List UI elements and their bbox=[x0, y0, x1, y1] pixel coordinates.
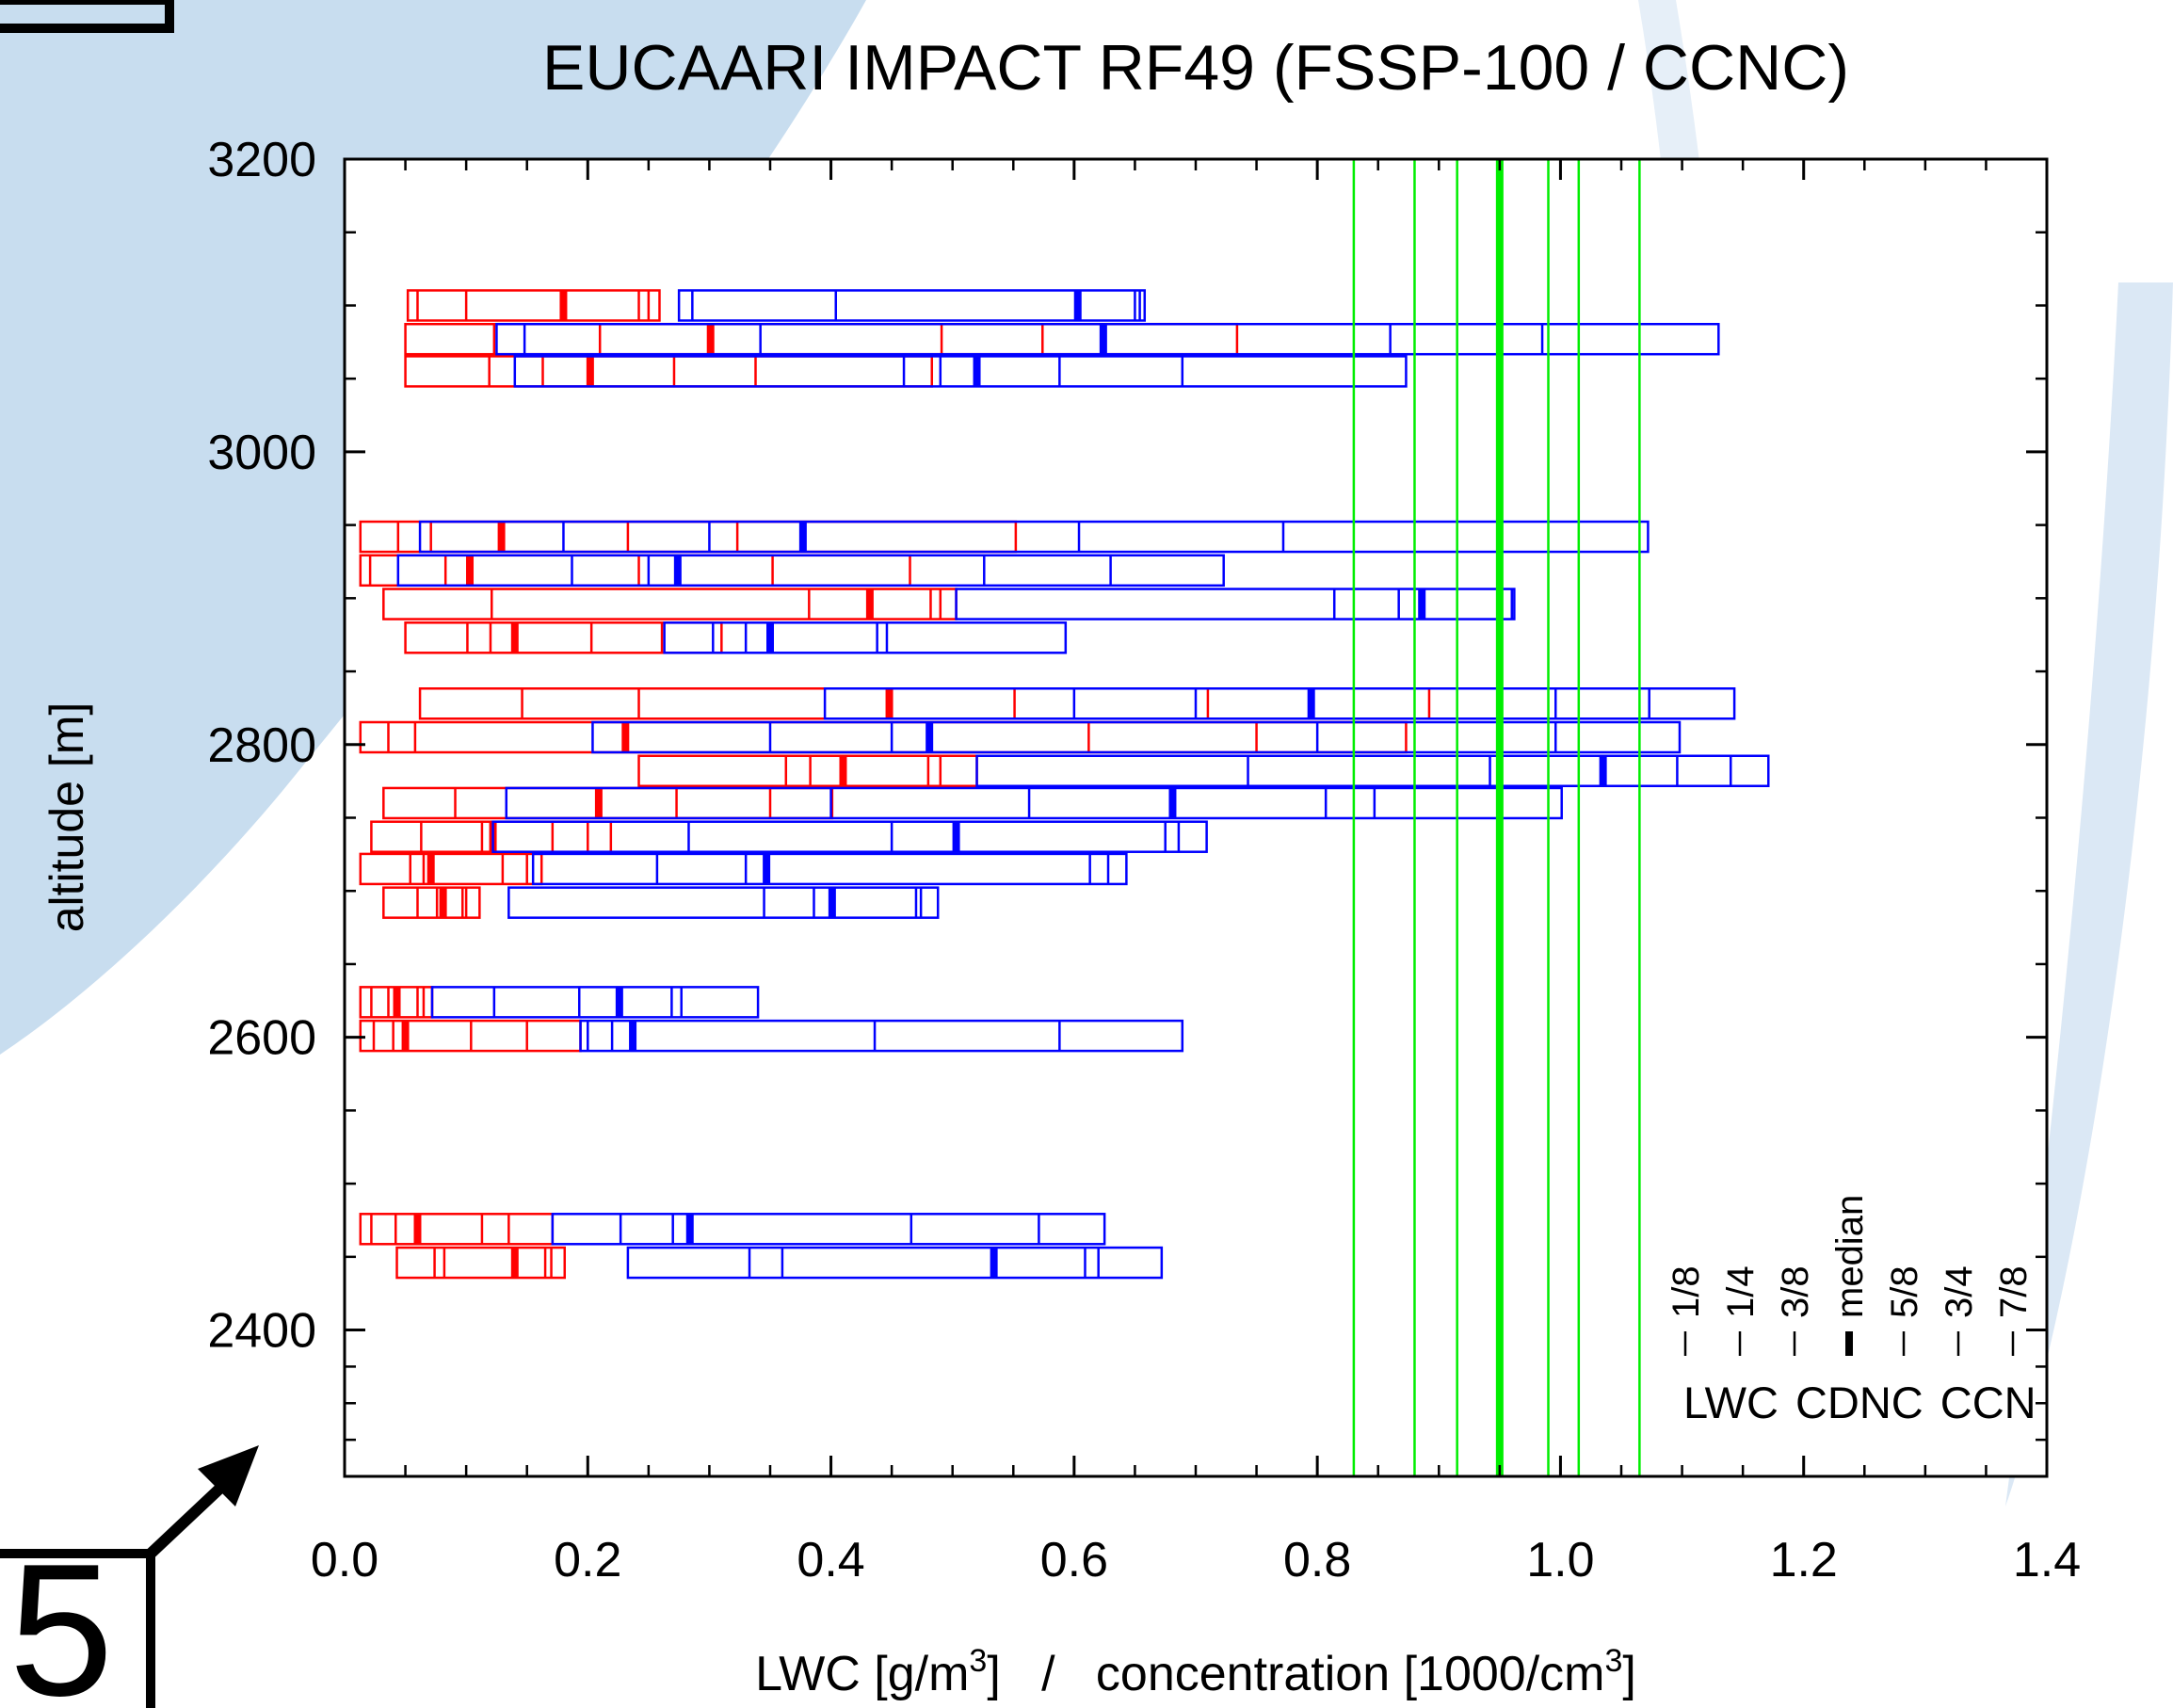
slide-number: 5 bbox=[8, 1525, 113, 1708]
legend-label: CDNC bbox=[1795, 1378, 1924, 1427]
y-axis-label: altitude [m] bbox=[40, 702, 93, 933]
percentile-box bbox=[404, 621, 723, 654]
y-tick-label: 2400 bbox=[207, 1304, 316, 1359]
percentile-box bbox=[359, 852, 543, 886]
x-label-part: ] bbox=[1622, 1647, 1635, 1701]
percentile-box bbox=[513, 355, 1408, 388]
x-label-sup: 3 bbox=[969, 1643, 987, 1679]
x-tick-label: 0.8 bbox=[1283, 1533, 1351, 1587]
x-tick-label: 1.2 bbox=[1770, 1533, 1838, 1587]
x-label-part: ] / concentration [1000/cm bbox=[987, 1647, 1604, 1701]
legend-label: CCN bbox=[1940, 1378, 2036, 1427]
percentile-box bbox=[663, 621, 1068, 654]
percentile-box bbox=[396, 554, 1225, 588]
x-tick-label: 0.4 bbox=[797, 1533, 864, 1587]
x-label-sup: 3 bbox=[1604, 1643, 1622, 1679]
percentile-box bbox=[955, 588, 1516, 620]
legend-label: LWC bbox=[1683, 1378, 1779, 1427]
x-axis-label: LWC [g/m3] / concentration [1000/cm3] bbox=[755, 1643, 1636, 1701]
x-tick-label: 0.6 bbox=[1040, 1533, 1108, 1587]
y-tick-label: 2800 bbox=[207, 718, 316, 773]
y-tick-label: 3200 bbox=[207, 133, 316, 187]
y-tick-label: 2600 bbox=[207, 1011, 316, 1066]
x-tick-label: 1.4 bbox=[2013, 1533, 2081, 1587]
percentile-box bbox=[677, 289, 1147, 322]
percentile-box bbox=[579, 1019, 1184, 1053]
percentile-box bbox=[406, 289, 661, 322]
chart-title: EUCAARI IMPACT RF49 (FSSP-100 / CCNC) bbox=[542, 32, 1849, 104]
percentile-box bbox=[505, 786, 1563, 820]
percentile-box bbox=[551, 1213, 1106, 1246]
percentile-box bbox=[495, 322, 1720, 356]
legend-quantile-label: 1/8 bbox=[1666, 1265, 1707, 1318]
legend-quantile-label: 5/8 bbox=[1884, 1265, 1925, 1318]
legend-quantile-label: 3/4 bbox=[1939, 1265, 1980, 1318]
percentile-box bbox=[507, 886, 940, 919]
percentile-box bbox=[430, 986, 760, 1019]
arrow-head bbox=[198, 1445, 259, 1507]
x-tick-label: 0.2 bbox=[554, 1533, 621, 1587]
percentile-box bbox=[626, 1246, 1164, 1280]
percentile-box bbox=[395, 1246, 566, 1280]
percentile-box bbox=[491, 820, 1208, 853]
x-tick-label: 0.0 bbox=[311, 1533, 378, 1587]
arrow-shaft bbox=[146, 1474, 235, 1558]
legend-quantile-label: 3/8 bbox=[1775, 1265, 1816, 1318]
percentile-box bbox=[531, 852, 1128, 886]
y-tick-label: 3000 bbox=[207, 426, 316, 480]
x-label-part: LWC [g/m bbox=[755, 1647, 969, 1701]
percentile-box bbox=[591, 720, 1682, 754]
legend-quantile-label: 7/8 bbox=[1993, 1265, 2035, 1318]
legend-quantile-label: median bbox=[1829, 1195, 1871, 1318]
legend-quantile-label: 1/4 bbox=[1720, 1265, 1762, 1318]
x-tick-label: 1.0 bbox=[1526, 1533, 1594, 1587]
percentile-box bbox=[418, 520, 1650, 554]
corner-bracket bbox=[0, 0, 174, 33]
percentile-box bbox=[382, 886, 481, 919]
percentile-box bbox=[975, 754, 1770, 788]
percentile-box bbox=[823, 687, 1736, 720]
